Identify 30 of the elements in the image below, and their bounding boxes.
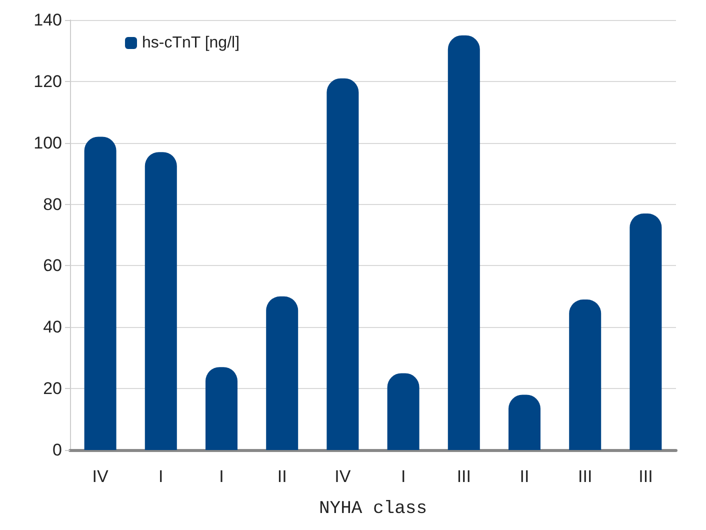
bar	[508, 394, 540, 450]
bar	[387, 373, 420, 450]
y-tick-label: 0	[52, 440, 62, 460]
x-tick-label: I	[219, 467, 224, 486]
x-tick-label: III	[578, 467, 592, 486]
x-tick-label: II	[520, 467, 530, 486]
y-tick-label: 80	[43, 194, 62, 214]
bar	[630, 214, 662, 450]
x-tick-label: III	[456, 467, 471, 486]
bar	[84, 136, 116, 450]
legend-label: hs-cTnT [ng/l]	[142, 34, 240, 52]
bar	[266, 296, 298, 450]
x-tick-label: III	[638, 467, 653, 486]
y-tick-label: 60	[43, 256, 62, 276]
y-tick-label: 20	[43, 379, 62, 398]
y-tick-label: 120	[34, 72, 62, 91]
bar	[144, 152, 177, 450]
x-tick-label: I	[400, 467, 406, 486]
x-tick-label: IV	[334, 467, 352, 486]
x-axis-title: NYHA class	[318, 499, 428, 519]
y-tick-label: 40	[43, 318, 62, 337]
bar	[206, 367, 238, 450]
bar	[569, 300, 602, 450]
bar	[448, 35, 480, 450]
x-tick-label: IV	[92, 467, 109, 486]
x-tick-label: II	[277, 467, 287, 486]
x-tick-label: I	[158, 467, 164, 486]
bar	[326, 78, 359, 450]
y-tick-label: 140	[34, 10, 62, 30]
y-tick-label: 100	[34, 133, 62, 152]
